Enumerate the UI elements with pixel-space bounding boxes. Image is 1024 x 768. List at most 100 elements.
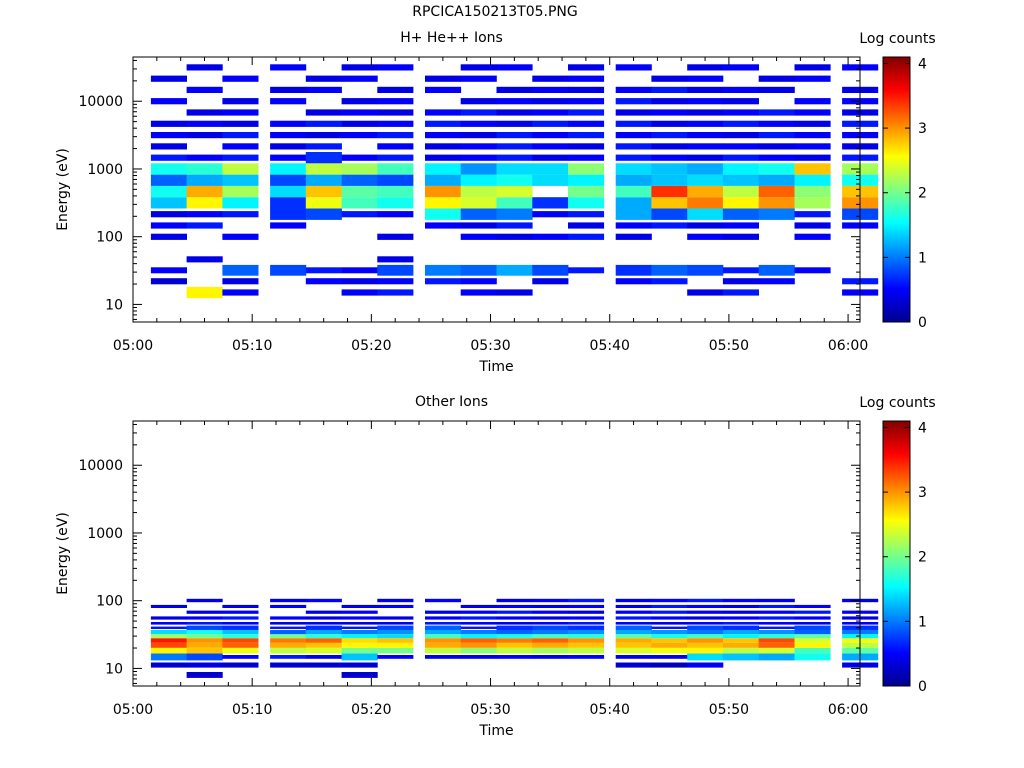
heatmap-cell <box>377 264 414 276</box>
heatmap-cell <box>532 109 569 116</box>
heatmap-cell <box>651 616 688 620</box>
heatmap-cell <box>460 264 497 276</box>
heatmap-cell <box>496 233 533 240</box>
colorbar-label: Log counts <box>859 31 935 47</box>
heatmap-cell <box>305 625 342 630</box>
colorbar-tick-label: 2 <box>918 550 927 566</box>
heatmap-cell <box>186 185 223 198</box>
heatmap-cell <box>496 154 533 161</box>
heatmap-cell <box>377 638 414 643</box>
heatmap-cell <box>687 622 724 625</box>
heatmap-cell <box>496 98 533 105</box>
heatmap-cell <box>496 630 533 635</box>
heatmap-cell <box>687 616 724 620</box>
heatmap-cell <box>341 610 378 614</box>
panel-title: H+ He++ Ions <box>400 30 503 46</box>
heatmap-cell <box>222 98 259 105</box>
heatmap-cell <box>377 120 414 127</box>
heatmap-cell <box>615 197 652 209</box>
heatmap-cell <box>615 647 652 654</box>
heatmap-cell <box>425 630 462 635</box>
heatmap-cell <box>568 655 605 659</box>
x-tick-label: 06:00 <box>828 702 868 718</box>
heatmap-cell <box>270 185 307 198</box>
heatmap-cell <box>532 120 569 127</box>
heatmap-cell <box>150 278 187 285</box>
heatmap-cell <box>341 174 378 186</box>
heatmap-cell <box>794 185 831 198</box>
heatmap-cell <box>305 120 342 127</box>
heatmap-cell <box>651 98 688 105</box>
heatmap-cell <box>532 163 569 175</box>
heatmap-cell <box>687 222 724 229</box>
heatmap-cell <box>568 120 605 127</box>
heatmap-cell <box>568 132 605 139</box>
heatmap-cell <box>794 653 831 661</box>
colorbar-tick-label: 0 <box>918 315 927 331</box>
heatmap-cell <box>377 185 414 198</box>
heatmap-cell <box>341 662 378 668</box>
heatmap-cell <box>794 109 831 116</box>
heatmap-cell <box>341 64 378 71</box>
heatmap-cell <box>687 163 724 175</box>
heatmap-cell <box>758 653 795 661</box>
heatmap-cell <box>377 174 414 186</box>
heatmap-cell <box>758 154 795 161</box>
heatmap-cell <box>186 64 223 71</box>
heatmap-cell <box>722 289 759 296</box>
heatmap-cell <box>496 642 533 648</box>
heatmap-cell <box>377 154 414 161</box>
heatmap-cell <box>687 642 724 648</box>
heatmap-cell <box>794 75 831 82</box>
heatmap-cell <box>460 630 497 635</box>
heatmap-cell <box>377 604 414 608</box>
heatmap-cell <box>305 208 342 220</box>
heatmap-cell <box>377 598 414 603</box>
heatmap-cell <box>758 622 795 625</box>
heatmap-cell <box>496 289 533 296</box>
heatmap-cell <box>222 185 259 198</box>
heatmap-cell <box>305 163 342 175</box>
heatmap-cell <box>568 197 605 209</box>
heatmap-cell <box>615 642 652 648</box>
heatmap-cell <box>150 604 187 608</box>
heatmap-cell <box>615 86 652 93</box>
heatmap-cell <box>758 278 795 285</box>
heatmap-cell <box>794 630 831 635</box>
heatmap-cell <box>568 185 605 198</box>
heatmap-cell <box>615 132 652 139</box>
heatmap-cell <box>460 185 497 198</box>
heatmap-cell <box>150 638 187 643</box>
heatmap-cell <box>687 625 724 630</box>
heatmap-cell <box>794 625 831 630</box>
heatmap-cell <box>377 233 414 240</box>
heatmap-cell <box>722 143 759 150</box>
heatmap-cell <box>270 662 307 668</box>
heatmap-cell <box>186 672 223 678</box>
panel-2: Other Ions 05:00 05:10 05:20 05:30 05:40 05:50… <box>55 394 936 739</box>
heatmap-cell <box>341 622 378 625</box>
heatmap-cell <box>341 630 378 635</box>
heatmap-cell <box>377 86 414 93</box>
heatmap-cell <box>305 174 342 186</box>
heatmap-cell <box>341 647 378 654</box>
heatmap-cell <box>425 598 462 603</box>
heatmap-cell <box>270 264 307 276</box>
heatmap-cell <box>794 154 831 161</box>
heatmap-cell <box>341 185 378 198</box>
heatmap-cell <box>425 647 462 654</box>
heatmap-cell <box>687 75 724 82</box>
heatmap-cell <box>496 143 533 150</box>
heatmap-cell <box>150 185 187 198</box>
heatmap-cell <box>186 653 223 661</box>
heatmap-cell <box>460 634 497 639</box>
heatmap-cell <box>794 638 831 643</box>
heatmap-cell <box>687 120 724 127</box>
heatmap-cell <box>758 197 795 209</box>
heatmap-cell <box>758 185 795 198</box>
heatmap-cell <box>150 634 187 639</box>
heatmap-cell <box>687 154 724 161</box>
x-tick-label: 05:10 <box>232 702 272 718</box>
heatmap-cell <box>496 132 533 139</box>
heatmap-cell <box>150 233 187 240</box>
